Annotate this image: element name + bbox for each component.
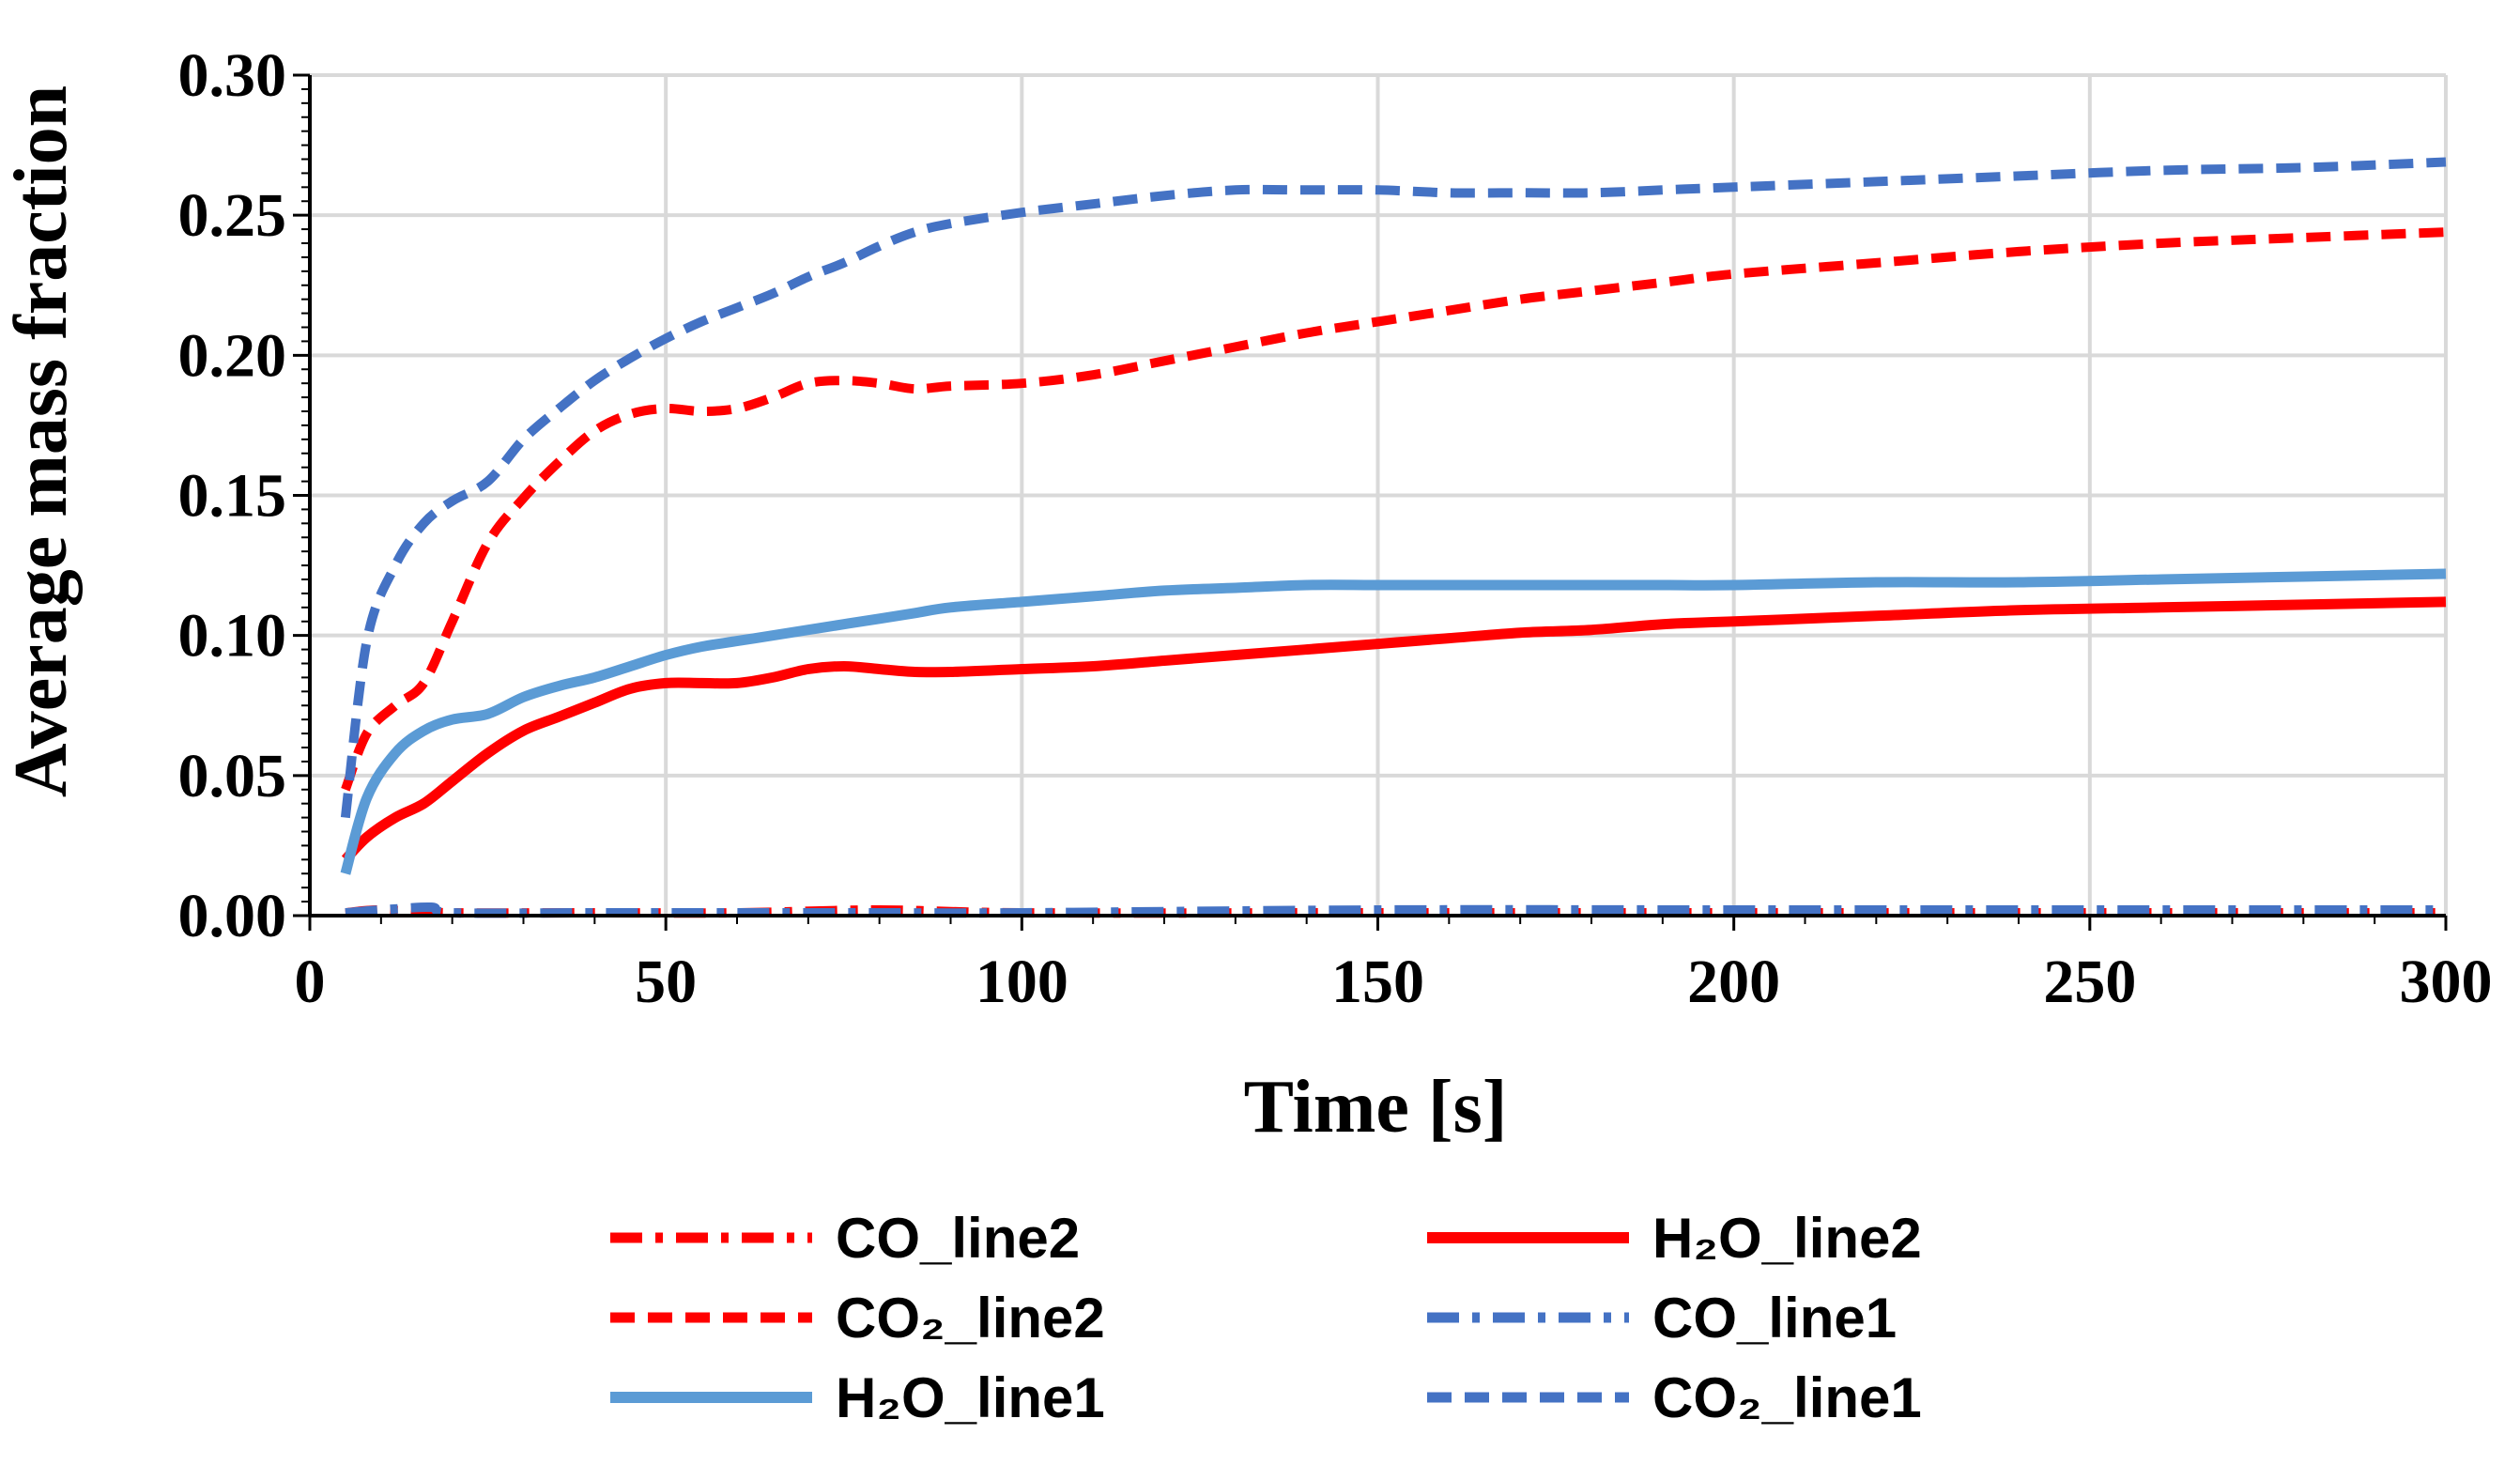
legend-label: H₂O_line1 — [836, 1366, 1105, 1429]
y-tick-label: 0.25 — [178, 181, 287, 250]
x-tick-label: 100 — [976, 948, 1068, 1016]
y-axis-title: Average mass fraction — [0, 85, 83, 797]
x-tick-label: 0 — [295, 948, 326, 1016]
y-tick-label: 0.15 — [178, 462, 287, 531]
y-tick-label: 0.20 — [178, 321, 287, 390]
legend-label: H₂O_line2 — [1652, 1207, 1922, 1270]
axes — [293, 73, 2448, 931]
y-tick-label: 0.00 — [178, 882, 287, 950]
tick-labels: 0 50 100 150 200 250 300 0.00 0.05 0.10 0.15 0.20 0.… — [178, 41, 2493, 1016]
y-tick-label: 0.30 — [178, 41, 287, 110]
series-line-co-line1 — [340, 157, 2447, 819]
legend-label: CO₂_line2 — [836, 1287, 1105, 1349]
x-axis-title: Time [s] — [1244, 1066, 1508, 1149]
plot-series — [340, 157, 2447, 918]
series-line-h-o-line2 — [341, 596, 2447, 864]
legend-label: CO_line1 — [1652, 1287, 1897, 1349]
series-line-co-line1 — [345, 902, 2446, 918]
series-line-co-line2 — [341, 227, 2447, 792]
series-line-h-o-line1 — [340, 568, 2447, 875]
grid — [310, 73, 2448, 916]
y-tick-label: 0.05 — [178, 742, 287, 810]
x-tick-label: 300 — [2400, 948, 2493, 1016]
x-tick-label: 150 — [1331, 948, 1424, 1016]
legend-label: CO₂_line1 — [1652, 1366, 1922, 1429]
legend-label: CO_line2 — [836, 1207, 1080, 1270]
y-tick-label: 0.10 — [178, 602, 287, 671]
legend: CO_line2 H₂O_line2 CO₂_line2 CO_line1 H₂O_li… — [610, 1207, 1922, 1429]
x-tick-label: 200 — [1687, 948, 1780, 1016]
x-tick-label: 50 — [635, 948, 697, 1016]
x-tick-label: 250 — [2043, 948, 2136, 1016]
